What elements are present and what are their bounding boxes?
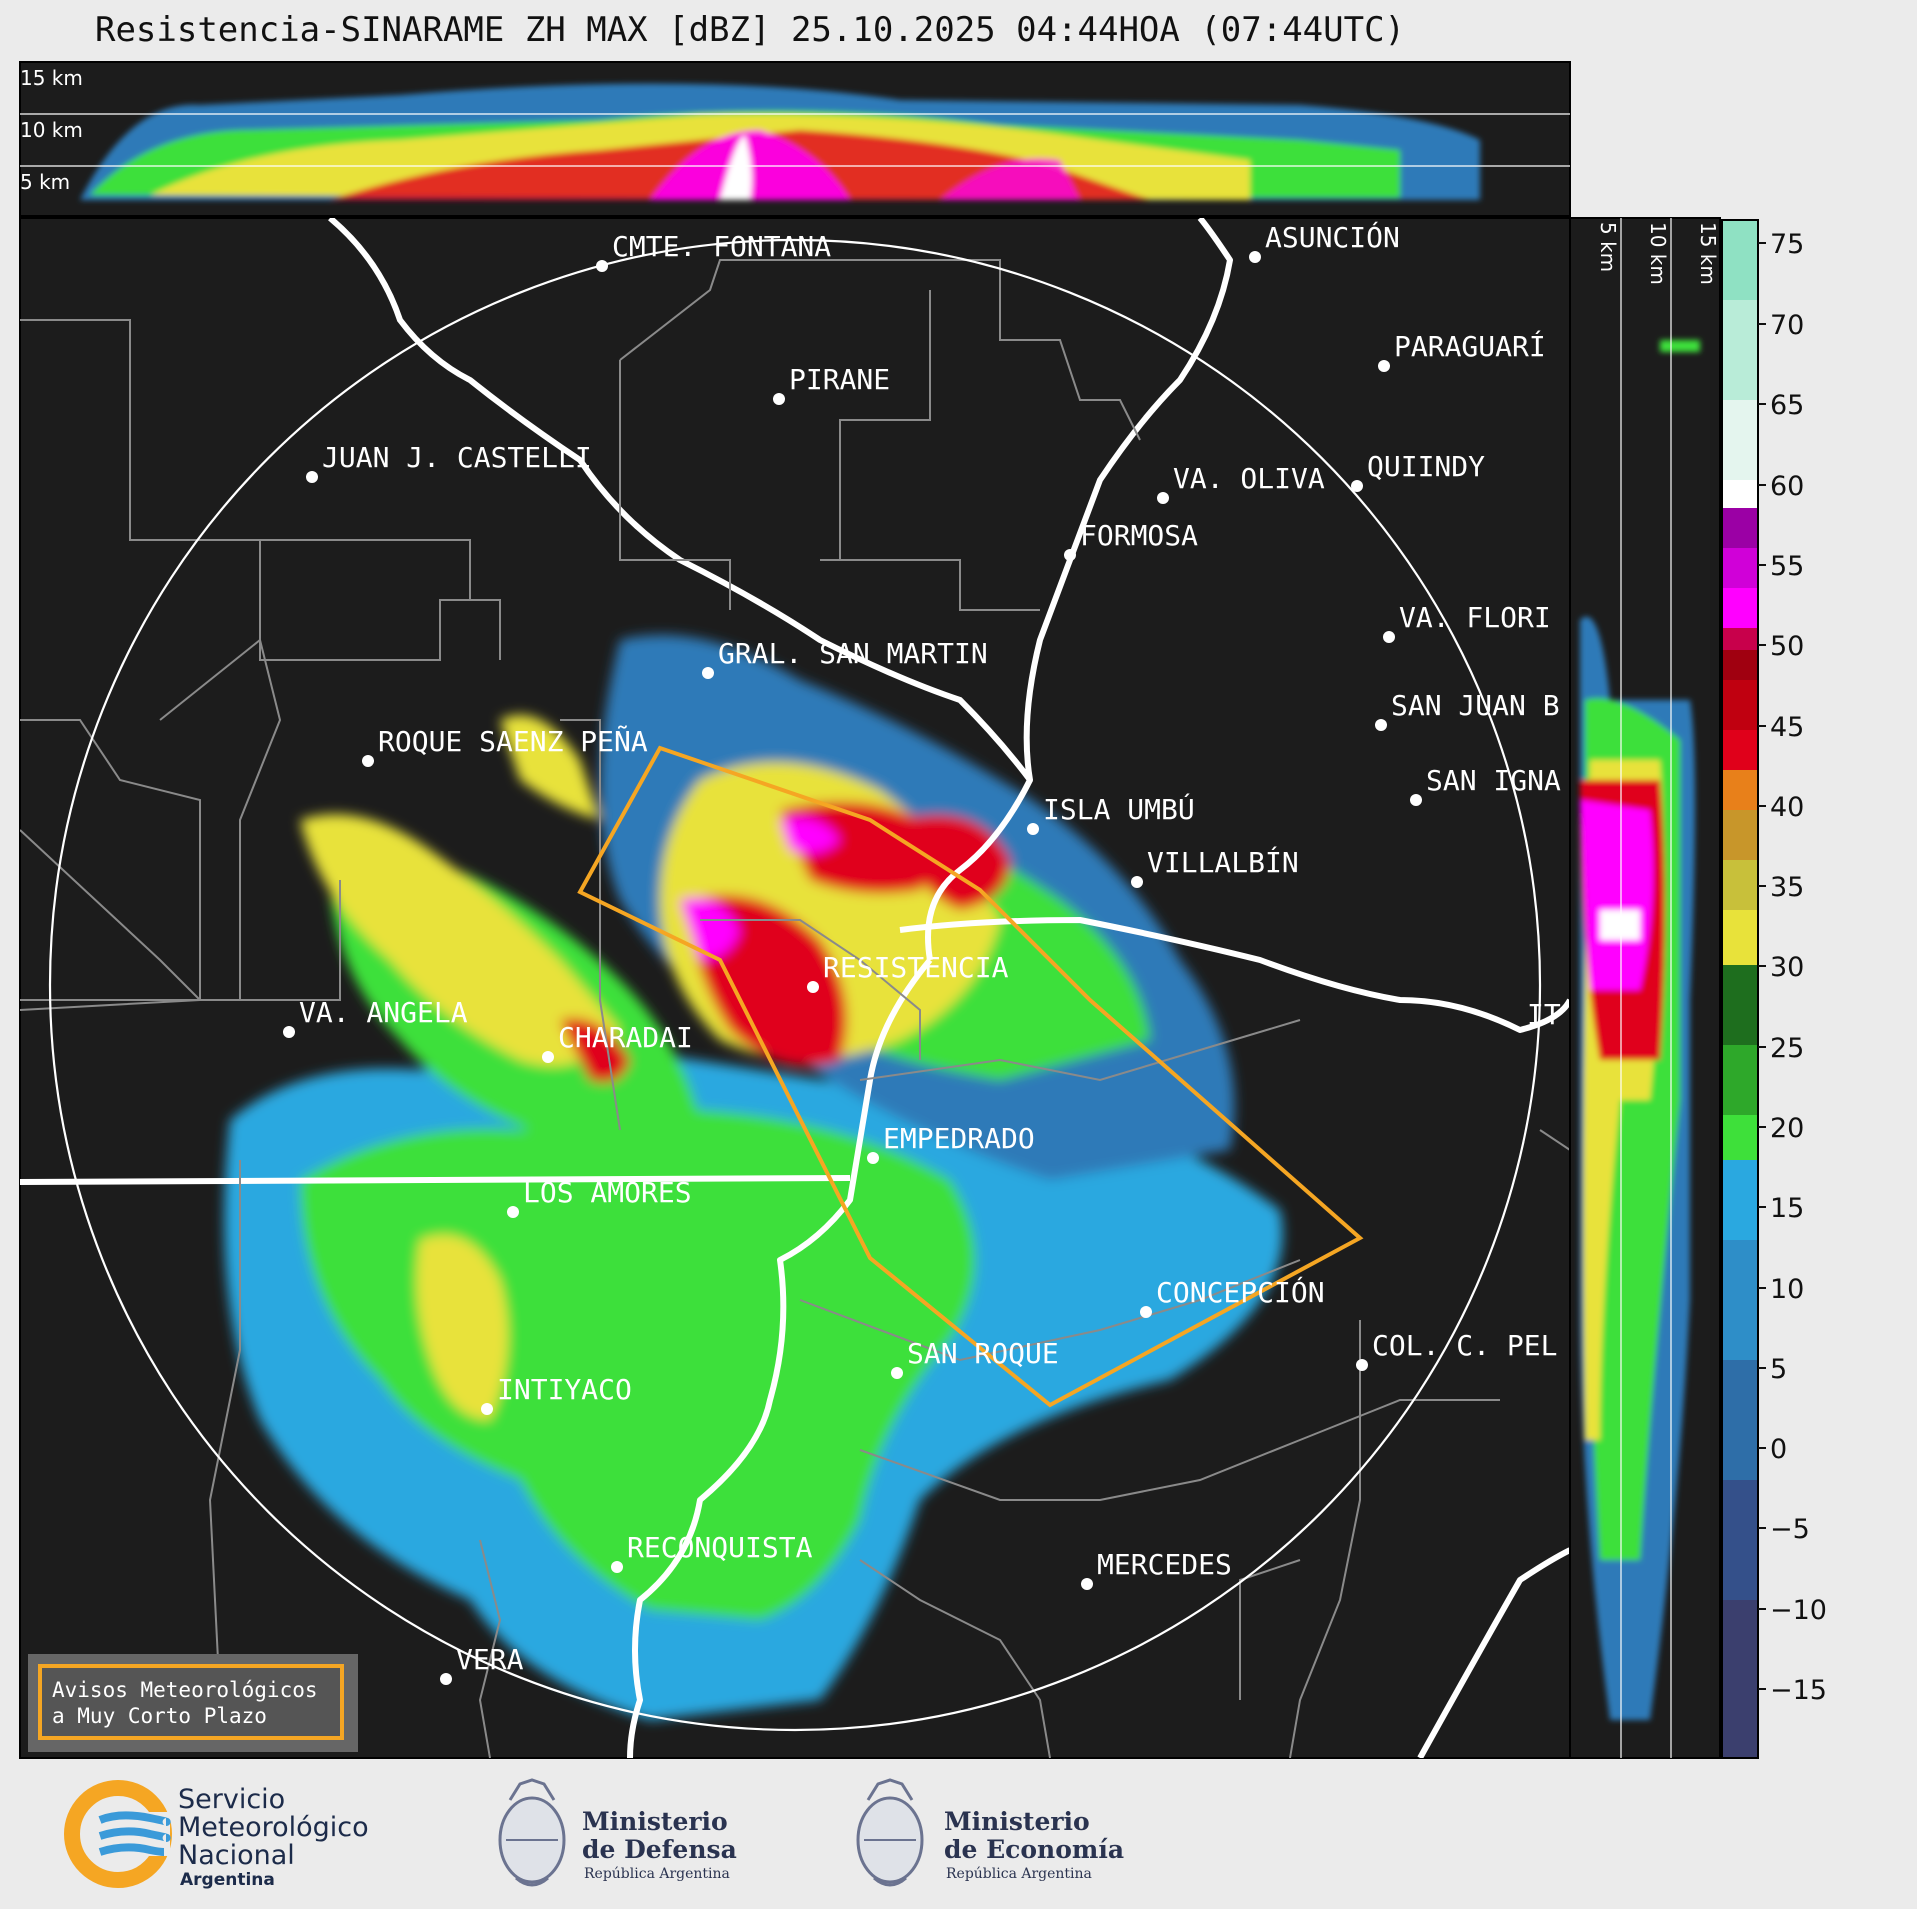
city-pirane: PIRANE xyxy=(789,363,890,396)
city-cmte-fontana: CMTE. FONTANA xyxy=(612,230,831,263)
colorbar-tick-35: 35 xyxy=(1770,872,1804,903)
city-vera: VERA xyxy=(456,1643,524,1676)
city-empedrado: EMPEDRADO xyxy=(883,1122,1035,1155)
city-resistencia: RESISTENCIA xyxy=(823,951,1009,984)
colorbar-tick-5: 5 xyxy=(1770,1354,1787,1385)
colorbar-tick-minus15: −15 xyxy=(1770,1675,1827,1706)
city-isla-umbu: ISLA UMBÚ xyxy=(1043,792,1195,826)
defensa-line-2: de Defensa xyxy=(582,1835,737,1864)
city-it: IT xyxy=(1527,998,1561,1031)
colorbar-tick-10: 10 xyxy=(1770,1274,1804,1305)
boundaries xyxy=(20,259,1570,1758)
legend-line-1: Avisos Meteorológicos xyxy=(52,1678,318,1702)
city-mercedes: MERCEDES xyxy=(1097,1548,1232,1581)
rivers xyxy=(20,218,1570,1758)
smn-line-2: Meteorológico xyxy=(178,1812,369,1843)
right-height-panel: 5 km 10 km 15 km xyxy=(1569,217,1721,1759)
colorbar-tick-45: 45 xyxy=(1770,712,1804,743)
city-va-flori: VA. FLORI xyxy=(1399,601,1551,634)
city-concepcion: CONCEPCIÓN xyxy=(1156,1275,1325,1309)
footer-logos: Servicio Meteorológico Nacional Argentin… xyxy=(64,1778,1124,1890)
economia-line-2: de Economía xyxy=(944,1835,1124,1864)
colorbar-tick-65: 65 xyxy=(1770,390,1804,421)
colorbar-tick-0: 0 xyxy=(1770,1434,1787,1465)
colorbar-tick-50: 50 xyxy=(1770,631,1804,662)
city-col-c-pel: COL. C. PEL xyxy=(1372,1329,1557,1362)
city-gral-san-martin: GRAL. SAN MARTIN xyxy=(718,637,988,670)
colorbar-tick-minus10: −10 xyxy=(1770,1595,1827,1626)
smn-logo: Servicio Meteorológico Nacional Argentin… xyxy=(64,1780,369,1890)
city-san-juan-b: SAN JUAN B xyxy=(1391,689,1560,722)
warning-polygon xyxy=(577,745,1364,1408)
city-san-roque: SAN ROQUE xyxy=(907,1337,1059,1370)
legend-line-2: a Muy Corto Plazo xyxy=(52,1704,267,1728)
defensa-line-1: Ministerio xyxy=(582,1807,728,1836)
right-height-label-15: 15 km xyxy=(1696,222,1720,285)
city-formosa: FORMOSA xyxy=(1080,519,1198,552)
height-label-15: 15 km xyxy=(20,66,83,90)
radar-map: CMTE. FONTANA PIRANE JUAN J. CASTELLI AS… xyxy=(19,217,1571,1759)
height-label-10: 10 km xyxy=(20,118,83,142)
city-paraguari: PARAGUARÍ xyxy=(1394,329,1546,363)
economia-logo: Ministerio de Economía República Argenti… xyxy=(856,1778,1124,1887)
smn-line-1: Servicio xyxy=(178,1784,285,1815)
colorbar-tick-75: 75 xyxy=(1770,229,1804,260)
city-va-angela: VA. ANGELA xyxy=(299,996,468,1029)
city-intiyaco: INTIYACO xyxy=(497,1373,632,1406)
city-asuncion: ASUNCIÓN xyxy=(1265,220,1400,254)
city-layer: CMTE. FONTANA PIRANE JUAN J. CASTELLI AS… xyxy=(283,220,1561,1685)
height-label-5: 5 km xyxy=(20,170,70,194)
smn-line-3: Nacional xyxy=(178,1840,295,1871)
defensa-logo: Ministerio de Defensa República Argentin… xyxy=(498,1778,737,1887)
city-reconquista: RECONQUISTA xyxy=(627,1531,813,1564)
city-villalbin: VILLALBÍN xyxy=(1147,845,1299,879)
warning-legend-box: Avisos Meteorológicos a Muy Corto Plazo xyxy=(28,1654,358,1752)
city-juan-j-castelli: JUAN J. CASTELLI xyxy=(322,441,592,474)
defensa-line-3: República Argentina xyxy=(584,1866,730,1882)
colorbar-tick-60: 60 xyxy=(1770,471,1804,502)
top-height-panel: 15 km 10 km 5 km xyxy=(19,61,1571,217)
colorbar-tick-15: 15 xyxy=(1770,1193,1804,1224)
colorbar-tick-70: 70 xyxy=(1770,310,1804,341)
city-roque-saenz-pena: ROQUE SAENZ PEÑA xyxy=(378,724,648,758)
right-height-label-10: 10 km xyxy=(1646,222,1670,285)
city-quiindy: QUIINDY xyxy=(1367,450,1485,483)
colorbar-tick-30: 30 xyxy=(1770,952,1804,983)
city-va-oliva: VA. OLIVA xyxy=(1173,462,1325,495)
colorbar-tick-55: 55 xyxy=(1770,551,1804,582)
reflectivity-field xyxy=(224,635,1283,1720)
economia-line-3: República Argentina xyxy=(946,1866,1092,1882)
economia-line-1: Ministerio xyxy=(944,1807,1090,1836)
colorbar-tick-minus5: −5 xyxy=(1770,1514,1810,1545)
colorbar-tick-25: 25 xyxy=(1770,1033,1804,1064)
right-height-label-5: 5 km xyxy=(1596,222,1620,272)
city-los-amores: LOS AMORES xyxy=(523,1176,692,1209)
city-san-igna: SAN IGNA xyxy=(1426,764,1561,797)
smn-line-4: Argentina xyxy=(180,1870,275,1890)
range-ring xyxy=(48,238,1542,1732)
chart-title: Resistencia-SINARAME ZH MAX [dBZ] 25.10.… xyxy=(94,10,1406,50)
city-charadai: CHARADAI xyxy=(558,1021,693,1054)
colorbar: 75 70 65 60 55 50 45 40 35 30 25 20 15 1… xyxy=(1721,219,1827,1759)
colorbar-tick-40: 40 xyxy=(1770,792,1804,823)
colorbar-tick-20: 20 xyxy=(1770,1113,1804,1144)
